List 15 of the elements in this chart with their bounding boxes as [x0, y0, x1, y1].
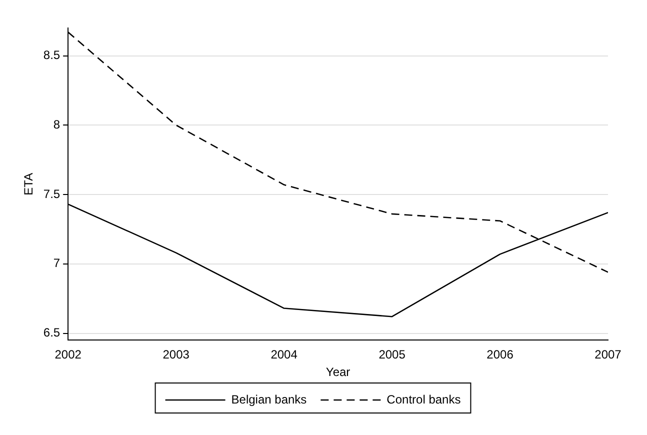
x-tick-label: 2003 — [162, 348, 190, 362]
legend-label: Belgian banks — [231, 392, 307, 406]
x-tick-label: 2005 — [378, 348, 406, 362]
y-tick-label: 6.5 — [43, 326, 60, 340]
x-axis-title: Year — [326, 365, 350, 380]
y-tick-label: 8.5 — [43, 48, 60, 62]
y-tick-label: 7 — [53, 256, 60, 270]
y-tick-label: 8 — [53, 117, 60, 132]
legend-label: Control banks — [386, 392, 461, 406]
x-tick-label: 2002 — [54, 348, 82, 362]
y-axis-title: ETA — [22, 172, 36, 196]
x-tick-label: 2004 — [270, 348, 298, 362]
y-tick-label: 7.5 — [43, 186, 60, 201]
x-tick-label: 2006 — [486, 348, 514, 362]
x-tick-label: 2007 — [594, 348, 622, 362]
